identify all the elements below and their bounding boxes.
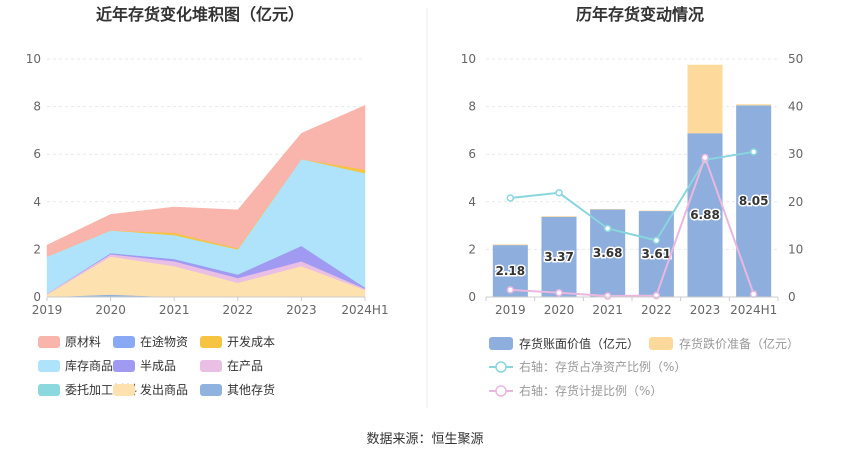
right-x-tick-label: 2023	[690, 303, 721, 317]
left-x-tick-label: 2020	[95, 303, 126, 317]
point-右轴存货占净资产比例	[556, 190, 562, 196]
legend-swatch-在途物资	[113, 336, 135, 348]
right-x-tick-label: 2021	[592, 303, 623, 317]
point-右轴存货计提比例	[653, 293, 659, 299]
right-x-tick-label: 2024H1	[730, 303, 777, 317]
right-chart-title: 历年存货变动情况	[576, 5, 704, 24]
left-x-tick-label: 2019	[32, 303, 63, 317]
right-y2-tick-label: 50	[788, 52, 803, 66]
left-y-tick-label: 2	[33, 242, 41, 256]
point-右轴存货计提比例	[702, 155, 708, 161]
left-y-tick-label: 4	[33, 195, 41, 209]
legend-label-其他存货: 其他存货	[227, 382, 275, 397]
point-右轴存货计提比例	[751, 291, 757, 297]
right-y2-tick-label: 30	[788, 147, 803, 161]
left-y-tick-label: 6	[33, 147, 41, 161]
source-note: 数据来源：恒生聚源	[366, 432, 483, 447]
point-右轴存货占净资产比例	[507, 195, 513, 201]
legend-swatch-发出商品	[113, 384, 135, 396]
left-stacked-areas	[47, 105, 365, 297]
point-右轴存货计提比例	[605, 293, 611, 299]
left-y-tick-label: 0	[33, 290, 41, 304]
bar-value-label: 6.88	[690, 208, 720, 222]
left-x-tick-label: 2022	[223, 303, 254, 317]
right-y2-tick-label: 10	[788, 242, 803, 256]
right-y2-tick-label: 0	[788, 290, 796, 304]
right-x-tick-label: 2020	[544, 303, 575, 317]
legend-label-库存商品: 库存商品	[65, 358, 113, 373]
legend-label-发出商品: 发出商品	[140, 382, 188, 397]
legend-label-在产品: 在产品	[227, 359, 263, 373]
right-y-tick-label: 10	[461, 52, 476, 66]
right-x-tick-label: 2019	[495, 303, 526, 317]
left-y-tick-label: 8	[33, 100, 41, 114]
left-x-tick-label: 2021	[159, 303, 190, 317]
left-chart-title: 近年存货变化堆积图（亿元）	[96, 5, 304, 24]
bar-impairment	[736, 104, 771, 105]
right-x-tick-label: 2022	[641, 303, 672, 317]
right-legend: 存货账面价值（亿元） 存货跌价准备（亿元） 右轴：存货占净资产比例（%） 右轴：存货计…	[489, 336, 799, 398]
legend-swatch-其他存货	[200, 384, 222, 396]
left-x-tick-label: 2024H1	[341, 303, 388, 317]
right-y-tick-label: 8	[468, 100, 476, 114]
legend-label-impairment: 存货跌价准备（亿元）	[679, 336, 799, 351]
bar-impairment	[493, 244, 528, 245]
legend-swatch-impairment	[649, 337, 673, 350]
point-右轴存货计提比例	[556, 290, 562, 296]
bar-impairment	[687, 65, 722, 134]
right-y-tick-label: 2	[468, 242, 476, 256]
legend-swatch-库存商品	[38, 360, 60, 372]
legend-marker-右轴存货占净资产比例	[496, 362, 506, 372]
point-右轴存货计提比例	[507, 287, 513, 293]
legend-swatch-原材料	[38, 336, 60, 348]
legend-label-右轴存货计提比例: 右轴：存货计提比例（%）	[519, 383, 662, 398]
legend-swatch-半成品	[113, 360, 135, 372]
right-y-tick-label: 0	[468, 290, 476, 304]
legend-label-book-value: 存货账面价值（亿元）	[519, 336, 639, 351]
right-y-tick-label: 4	[468, 195, 476, 209]
point-右轴存货占净资产比例	[751, 149, 757, 155]
bar-value-label: 8.05	[739, 194, 769, 208]
legend-label-开发成本: 开发成本	[227, 334, 275, 349]
legend-label-半成品: 半成品	[140, 359, 176, 373]
bar-value-label: 2.18	[496, 264, 526, 278]
left-y-tick-label: 10	[26, 52, 41, 66]
bar-value-label: 3.61	[642, 247, 672, 261]
legend-marker-右轴存货计提比例	[496, 386, 506, 396]
bar-impairment	[541, 216, 576, 217]
right-y2-tick-label: 20	[788, 195, 803, 209]
bar-value-label: 3.37	[544, 250, 574, 264]
legend-label-右轴存货占净资产比例: 右轴：存货占净资产比例（%）	[519, 359, 686, 374]
legend-swatch-book-value	[489, 337, 513, 350]
right-y-tick-label: 6	[468, 147, 476, 161]
legend-swatch-委托加工材料	[38, 384, 60, 396]
legend-swatch-开发成本	[200, 336, 222, 348]
left-legend: 原材料在途物资开发成本库存商品半成品在产品委托加工材料发出商品其他存货	[38, 334, 275, 397]
point-右轴存货占净资产比例	[653, 237, 659, 243]
bar-value-label: 3.68	[593, 246, 623, 260]
legend-label-在途物资: 在途物资	[140, 334, 188, 349]
legend-swatch-在产品	[200, 360, 222, 372]
left-x-tick-label: 2023	[286, 303, 317, 317]
point-右轴存货占净资产比例	[605, 225, 611, 231]
legend-label-原材料: 原材料	[65, 335, 101, 349]
right-y2-tick-label: 40	[788, 100, 803, 114]
